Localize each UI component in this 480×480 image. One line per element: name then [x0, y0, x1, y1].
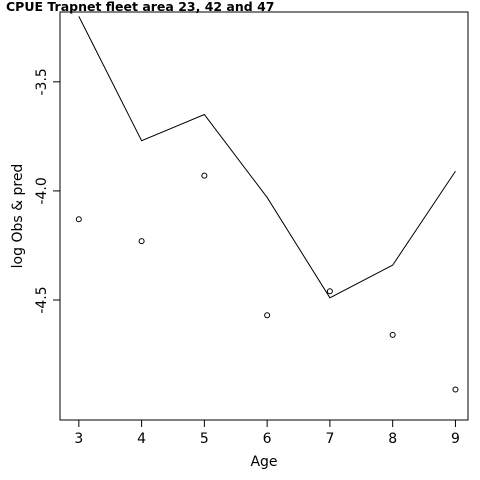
x-tick-label: 9: [451, 431, 460, 447]
x-tick-label: 5: [200, 431, 209, 447]
x-tick-label: 4: [137, 431, 146, 447]
plot-frame: [59, 11, 469, 421]
x-axis-title: Age: [250, 454, 277, 470]
series-layer: [75, 16, 459, 393]
observed-point: [452, 386, 459, 393]
y-tick-label: -4.5: [34, 286, 50, 313]
observed-point: [201, 172, 208, 179]
y-axis-title: log Obs & pred: [10, 164, 26, 269]
observed-point: [264, 312, 271, 319]
chart-title: CPUE Trapnet fleet area 23, 42 and 47: [6, 0, 274, 14]
x-tick-label: 8: [388, 431, 397, 447]
x-tick-label: 3: [74, 431, 83, 447]
x-axis: 3 4 5 6 7 8 9: [74, 419, 460, 447]
y-tick-label: -4.0: [34, 177, 50, 204]
predicted-line: [78, 16, 456, 299]
observed-point: [75, 216, 82, 223]
y-axis: -3.5 -4.0 -4.5: [34, 68, 61, 314]
x-tick-label: 7: [325, 431, 334, 447]
observed-point: [326, 288, 333, 295]
y-tick-label: -3.5: [34, 68, 50, 95]
observed-point: [138, 238, 145, 245]
observed-point: [389, 331, 396, 338]
x-tick-label: 6: [263, 431, 272, 447]
